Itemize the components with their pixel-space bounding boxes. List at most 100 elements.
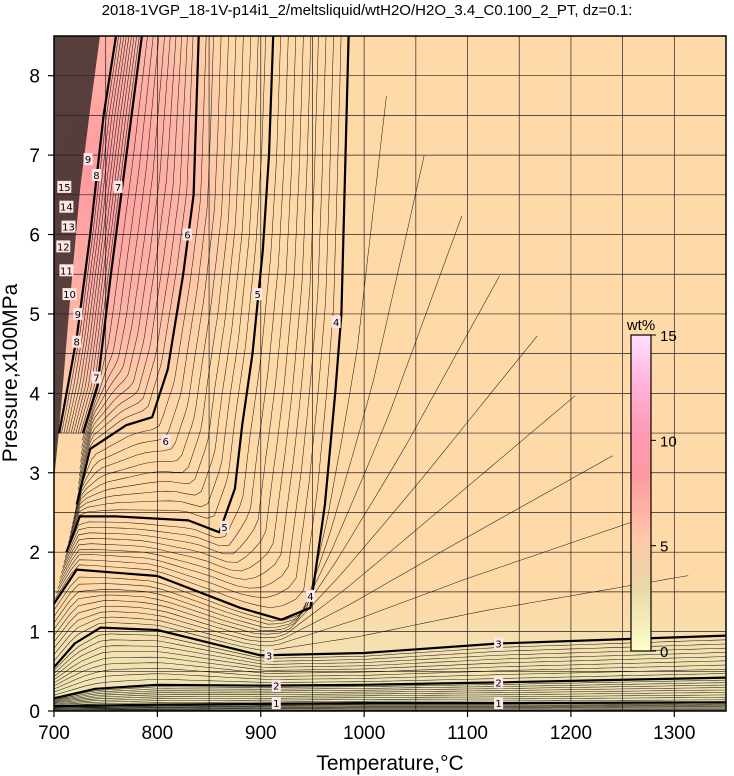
colorbar: wt% 0 5 10 15 xyxy=(626,317,677,661)
minor-contour-line xyxy=(54,645,726,677)
x-tick-label: 900 xyxy=(245,723,277,744)
contour-line-1 xyxy=(54,701,726,708)
minor-contour-line xyxy=(54,699,726,706)
contour-label-text: 12 xyxy=(57,242,70,253)
grid xyxy=(54,36,726,711)
contour-label-text: 5 xyxy=(255,290,261,301)
contour-label-box xyxy=(264,649,274,662)
minor-contour-line xyxy=(80,36,140,434)
contour-label-text: 3 xyxy=(495,640,501,651)
contour-label-box xyxy=(62,288,77,301)
minor-contour-line xyxy=(61,36,119,434)
minor-contour-line xyxy=(58,36,319,584)
contour-label: 15 xyxy=(57,180,72,194)
minor-contour-line xyxy=(73,36,222,519)
minor-contour-line xyxy=(67,36,266,548)
contour-label: 13 xyxy=(61,220,76,234)
plot-frame xyxy=(53,35,727,712)
y-tick-label: 4 xyxy=(29,384,40,405)
minor-contour-line xyxy=(77,36,137,434)
y-tick-label: 7 xyxy=(29,146,40,167)
contour-label: 11 xyxy=(59,264,74,277)
minor-contour-line xyxy=(54,651,726,680)
minor-contour-line xyxy=(70,36,244,534)
contour-label: 1 xyxy=(271,697,281,710)
minor-contour-line xyxy=(80,36,165,462)
contour-label-box xyxy=(253,288,263,301)
minor-contour-line xyxy=(81,36,154,448)
contour-label-box xyxy=(271,697,281,710)
minor-contour-line xyxy=(54,694,726,705)
contour-line-4 xyxy=(54,36,350,621)
x-tick-label: 1300 xyxy=(653,723,695,744)
minor-contour-line xyxy=(54,95,387,622)
contour-label: 7 xyxy=(91,371,101,385)
minor-contour-line xyxy=(54,668,726,693)
contour-line-5 xyxy=(65,36,275,553)
contour-label: 5 xyxy=(253,288,263,301)
contour-line-8 xyxy=(58,36,118,434)
minor-contour-line xyxy=(82,36,148,441)
colorbar-scale xyxy=(630,334,652,652)
minor-contour-line xyxy=(54,275,500,631)
chart-title: 2018-1VGP_18-1V-p14i1_2/meltsliquid/wtH2… xyxy=(101,2,633,19)
contour-label-box xyxy=(305,589,315,602)
minor-contour-line xyxy=(54,639,726,674)
minor-contour-line xyxy=(71,36,237,529)
minor-contour-line xyxy=(54,656,726,684)
contour-label: 2 xyxy=(494,676,504,689)
minor-contour-line xyxy=(54,684,726,701)
x-tick-label: 800 xyxy=(142,723,174,744)
contour-label-text: 7 xyxy=(115,183,121,194)
contour-label: 3 xyxy=(494,637,504,651)
contour-label-text: 5 xyxy=(221,523,227,534)
minor-contour-line xyxy=(54,705,726,709)
contour-label-text: 4 xyxy=(333,318,339,329)
contour-label-box xyxy=(182,228,192,241)
contour-label: 8 xyxy=(91,169,101,182)
contour-label-text: 1 xyxy=(495,699,501,710)
x-tick-label: 1100 xyxy=(447,723,488,744)
contour-label: 5 xyxy=(220,520,230,534)
y-tick-label: 0 xyxy=(29,702,40,723)
contour-label: 6 xyxy=(182,228,192,242)
minor-contour-line xyxy=(54,673,726,696)
contour-label-box xyxy=(494,637,504,650)
minor-contour-line xyxy=(54,660,726,687)
minor-contour-line xyxy=(54,692,726,704)
contour-label: 4 xyxy=(331,315,341,329)
colorbar-tick-label: 10 xyxy=(660,433,677,450)
minor-contour-line xyxy=(77,36,194,498)
minor-contour-line xyxy=(57,36,327,589)
colorbar-label: wt% xyxy=(626,317,655,334)
minor-contour-line xyxy=(54,335,538,636)
contour-line-3 xyxy=(54,626,726,669)
contour-label: 6 xyxy=(161,435,171,448)
x-tick-label: 1200 xyxy=(550,723,592,744)
contour-label-box xyxy=(494,697,504,710)
contour-label-box xyxy=(331,315,341,328)
minor-contour-line xyxy=(78,36,182,484)
minor-contour-line xyxy=(68,36,259,543)
minor-contour-line xyxy=(54,689,726,703)
contour-line-6 xyxy=(75,36,200,505)
x-axis: 700 800 900 1000 1100 1200 1300 xyxy=(38,711,695,744)
minor-contour-line xyxy=(54,706,726,709)
minor-contour-line xyxy=(54,679,726,700)
minor-contour-line xyxy=(54,664,726,690)
contour-label-box xyxy=(72,335,82,348)
contour-label: 8 xyxy=(72,335,82,349)
minor-contour-line xyxy=(54,36,342,609)
minor-contour-line xyxy=(59,36,312,579)
contour-label-box xyxy=(494,676,504,689)
minor-contour-line xyxy=(54,703,726,708)
contour-label: 1 xyxy=(494,697,504,710)
y-tick-label: 1 xyxy=(29,623,40,644)
contour-label: 12 xyxy=(56,240,71,253)
contour-label-text: 1 xyxy=(273,699,279,710)
colorbar-ticks: 0 5 10 15 xyxy=(651,328,677,661)
x-tick-label: 1000 xyxy=(343,723,385,744)
minor-contour-line xyxy=(73,36,132,434)
contour-label: 2 xyxy=(271,679,281,693)
minor-contours xyxy=(54,36,726,711)
